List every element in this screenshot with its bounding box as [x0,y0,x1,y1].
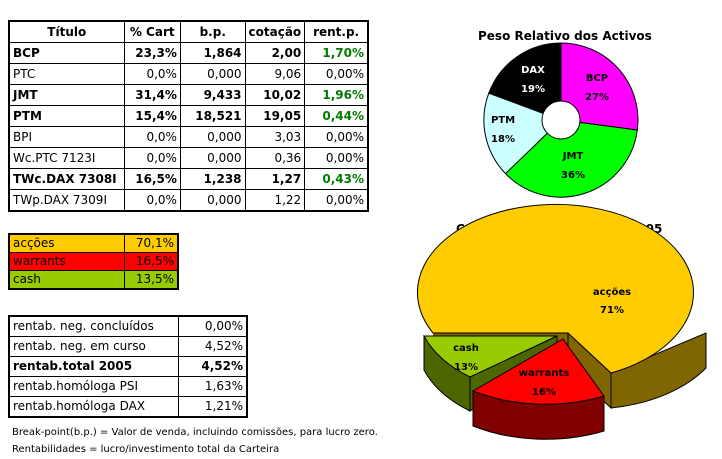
svg-text:acções: acções [593,287,631,298]
cell-label: rentab.homóloga DAX [8,396,179,418]
cell-value: 1,21% [178,396,248,418]
table-row: PTC 0,0% 0,000 9,06 0,00% [8,63,369,85]
cell-value: 0,00% [178,315,248,337]
table-row: BCP 23,3% 1,864 2,00 1,70% [8,42,369,64]
svg-text:cash: cash [453,343,479,354]
svg-text:PTM: PTM [491,115,515,126]
note-breakpoint: Break-point(b.p.) = Valor de venda, incl… [12,427,378,438]
composition-table: acções 70,1% warrants 16,5% cash 13,5% [8,233,179,290]
table-row: BPI 0,0% 0,000 3,03 0,00% [8,126,369,148]
note-rentabilidades: Rentabilidades = lucro/investimento tota… [12,444,280,455]
donut-hole [541,100,581,140]
svg-text:13%: 13% [454,362,478,373]
cell-label: warrants [8,252,125,271]
cell-bp: 9,433 [179,84,246,106]
cell-rent: 0,43% [304,168,369,190]
cell-label: rentab.total 2005 [8,356,179,377]
cell-cotacao: 9,06 [244,63,306,85]
cell-titulo: TWp.DAX 7309I [8,189,125,212]
table-row: TWc.DAX 7308I 16,5% 1,238 1,27 0,43% [8,168,369,190]
slice-cash [423,335,558,378]
svg-text:36%: 36% [561,170,585,181]
cell-value: 16,5% [124,252,179,271]
table-row: warrants 16,5% [8,252,179,271]
pie-3d-labels: acções 71% cash 13% warrants 16% [453,287,631,398]
cell-bp: 0,000 [179,126,246,148]
returns-table: rentab. neg. concluídos 0,00% rentab. ne… [8,315,248,418]
cell-bp: 1,238 [179,168,246,190]
cell-rent: 0,00% [304,63,369,85]
svg-text:18%: 18% [491,134,515,145]
cell-value: 13,5% [124,270,179,290]
slice-jmt [504,119,638,198]
table-header-row: Título % Cart b.p. cotação rent.p. [8,20,369,43]
header-cart: % Cart [123,20,181,43]
svg-text:71%: 71% [600,305,624,316]
svg-text:BCP: BCP [586,73,608,84]
cell-cotacao: 1,27 [244,168,306,190]
donut-chart-title: Peso Relativo dos Activos [478,29,652,43]
donut-chart [483,42,639,198]
table-row: JMT 31,4% 9,433 10,02 1,96% [8,84,369,106]
cell-titulo: TWc.DAX 7308I [8,168,125,190]
cell-value: 1,63% [178,376,248,397]
pie-3d-chart [416,203,707,440]
positions-table: Título % Cart b.p. cotação rent.p. BCP 2… [8,20,369,212]
svg-text:JMT: JMT [562,151,584,162]
table-row: TWp.DAX 7309I 0,0% 0,000 1,22 0,00% [8,189,369,212]
svg-text:19%: 19% [521,84,545,95]
cell-rent: 0,00% [304,189,369,212]
svg-text:16%: 16% [532,387,556,398]
table-row: acções 70,1% [8,233,179,253]
cell-titulo: PTC [8,63,125,85]
header-rent: rent.p. [304,20,369,43]
slice-warrants [471,338,605,405]
table-row: cash 13,5% [8,270,179,290]
cell-bp: 0,000 [179,189,246,212]
cell-rent: 0,44% [304,105,369,127]
cell-rent: 1,70% [304,42,369,64]
cell-cart: 16,5% [123,168,181,190]
table-row: rentab.homóloga DAX 1,21% [8,396,248,418]
cell-value: 4,52% [178,336,248,357]
table-row: rentab.total 2005 4,52% [8,356,248,377]
cell-bp: 0,000 [179,63,246,85]
cell-cotacao: 0,36 [244,147,306,169]
donut-labels: BCP 27% JMT 36% PTM 18% DAX 19% [491,65,609,181]
svg-text:27%: 27% [585,92,609,103]
cell-label: rentab.homóloga PSI [8,376,179,397]
cell-cart: 0,0% [123,189,181,212]
table-row: rentab.homóloga PSI 1,63% [8,376,248,397]
cell-cotacao: 1,22 [244,189,306,212]
svg-text:DAX: DAX [521,65,545,76]
slice-dax [488,42,562,121]
cell-label: cash [8,270,125,290]
svg-text:warrants: warrants [519,368,569,379]
table-row: PTM 15,4% 18,521 19,05 0,44% [8,105,369,127]
slice-accoes [416,203,694,374]
slice-bcp [560,42,639,131]
